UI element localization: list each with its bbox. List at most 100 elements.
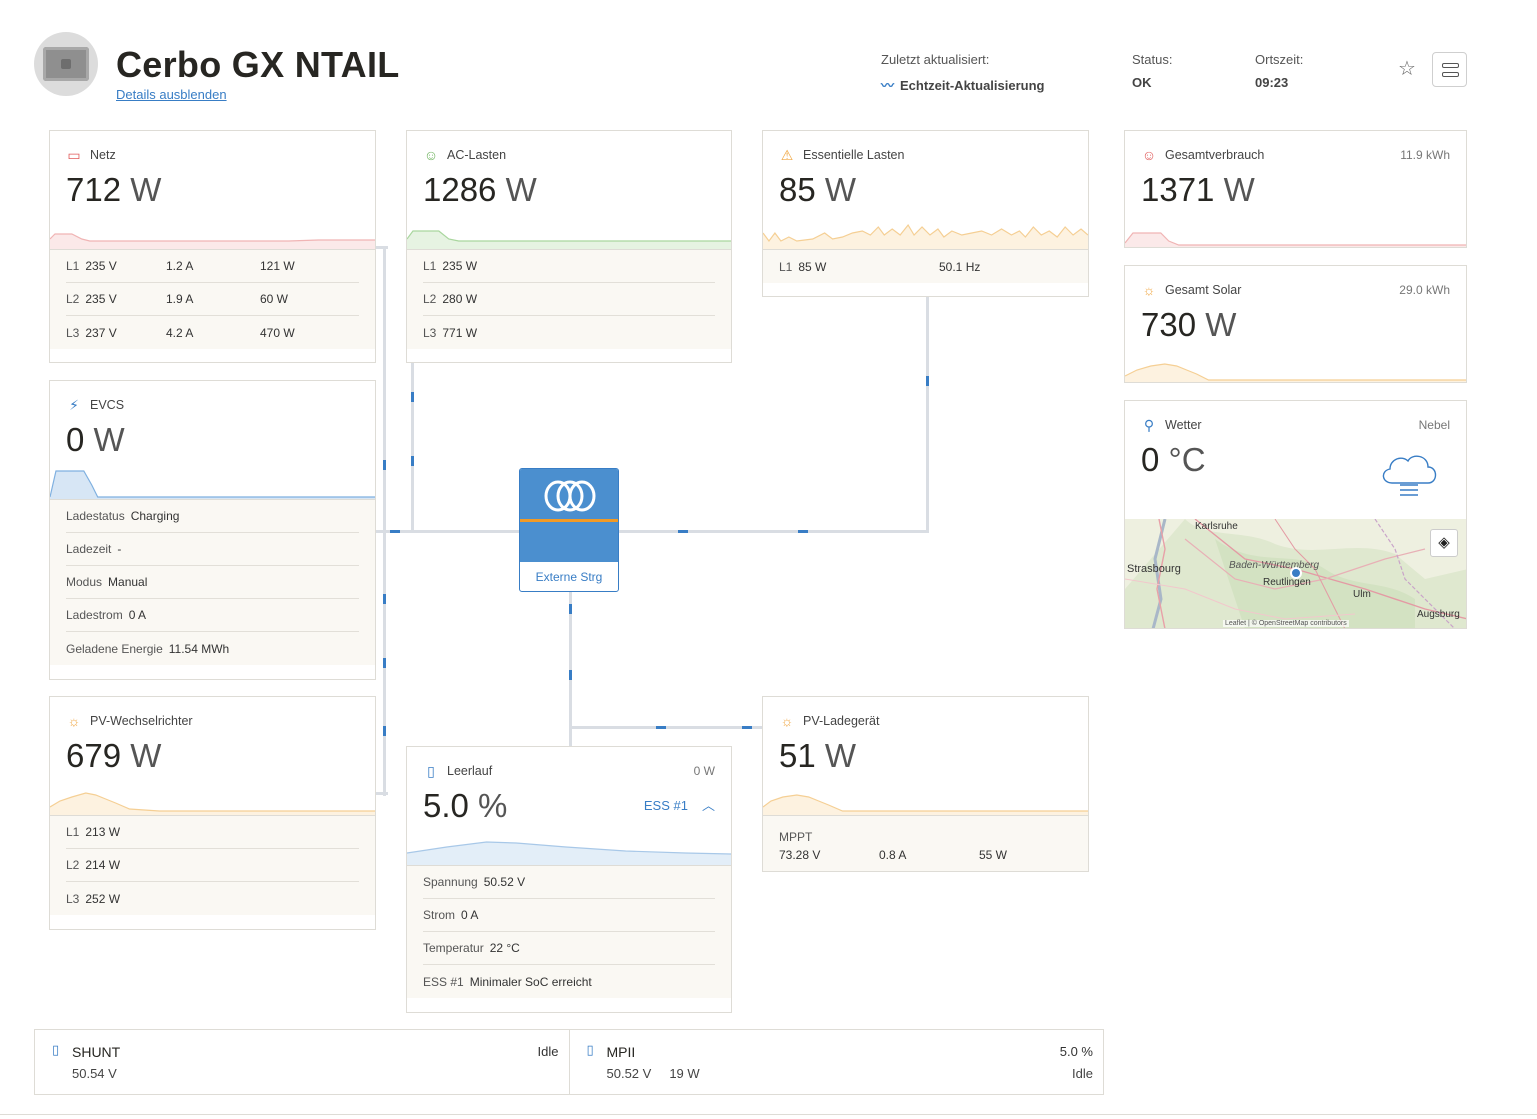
pv-inverter-title: PV-Wechselrichter: [90, 714, 193, 728]
mppt-label: MPPT: [779, 830, 813, 844]
ess-label: ESS #1: [643, 798, 688, 813]
evcs-power: 0 W: [66, 421, 125, 458]
footer-divider: [0, 1114, 1537, 1115]
ac-phase-row: L3 771 W: [423, 325, 478, 340]
evcs-info-row: Ladezeit -: [66, 533, 359, 566]
settings-menu-button[interactable]: [1432, 52, 1467, 87]
battery-info-row: Temperatur 22 °C: [423, 932, 715, 965]
battery-card[interactable]: ▯ Leerlauf 0 W 5.0 % ESS #1 ︿ Spannung 50.…: [406, 746, 732, 1013]
favorite-star-icon[interactable]: ☆: [1398, 58, 1416, 80]
device-summary-bar: ▯ SHUNT Idle 50.54 V ▯ MPII 5.0 % 50.52 …: [34, 1029, 1104, 1095]
evcs-sparkline: [50, 470, 375, 499]
battery-info-row: ESS #1 Minimaler SoC erreicht: [423, 974, 592, 989]
total-consumption-energy: 11.9 kWh: [1400, 148, 1450, 162]
map-attribution[interactable]: Leaflet | © OpenStreetMap contributors: [1223, 620, 1349, 627]
total-consumption-power: 1371 W: [1141, 171, 1255, 208]
total-solar-sparkline: [1125, 363, 1466, 382]
evcs-info-row: Geladene Energie 11.54 MWh: [66, 641, 230, 656]
menu-bar-icon: [1442, 63, 1459, 68]
weather-temperature: 0 °C: [1141, 441, 1206, 478]
mpii-state: Idle: [1072, 1066, 1093, 1081]
total-consumption-title: Gesamtverbrauch: [1165, 148, 1265, 162]
directions-icon[interactable]: ◈: [1430, 529, 1458, 557]
ac-phase-row: L2 280 W: [423, 283, 715, 316]
sun-icon: ☼: [1142, 282, 1156, 298]
essential-loads-card[interactable]: ⚠ Essentielle Lasten 85 W L1 85 W 50.1 Hz: [762, 130, 1089, 297]
battery-title: Leerlauf: [447, 764, 493, 778]
local-time: Ortszeit: 09:23: [1255, 52, 1303, 90]
connector-line: [619, 530, 929, 533]
location-marker[interactable]: [1290, 567, 1302, 579]
map-label-strasbourg: Strasbourg: [1127, 563, 1181, 575]
total-solar-power: 730 W: [1141, 306, 1237, 343]
battery-power: 0 W: [693, 764, 715, 778]
map-label-region: Baden-Württemberg: [1229, 560, 1320, 571]
inverter-block[interactable]: Externe Strg: [519, 468, 619, 592]
battery-icon: ▯: [586, 1042, 594, 1057]
flow-dot: [926, 376, 929, 386]
grid-phase-row: L3 237 V 4.2 A 470 W: [66, 325, 295, 340]
flow-dot: [656, 726, 666, 729]
ac-loads-sparkline: [407, 230, 731, 249]
pv-charger-title: PV-Ladegerät: [803, 714, 880, 728]
weather-map[interactable]: Karlsruhe Strasbourg Baden-Württemberg R…: [1125, 519, 1466, 628]
location-pin-icon: ⚲: [1143, 417, 1155, 433]
flow-dot: [383, 460, 386, 470]
ac-loads-card[interactable]: ☺ AC-Lasten 1286 W L1 235 W L2 280 W L3 771…: [406, 130, 732, 363]
warning-icon: ⚠: [780, 147, 794, 163]
pv-inverter-card[interactable]: ☼ PV-Wechselrichter 679 W L1 213 W L2 214 …: [49, 696, 376, 930]
last-updated-value: Echtzeit-Aktualisierung: [900, 78, 1045, 93]
grid-title: Netz: [90, 148, 116, 162]
shunt-summary[interactable]: ▯ SHUNT Idle 50.54 V: [35, 1030, 570, 1094]
connector-line: [569, 592, 572, 747]
hide-details-link[interactable]: Details ausblenden: [116, 87, 227, 102]
evcs-card[interactable]: ⚡ EVCS 0 W Ladestatus Charging Ladezeit - …: [49, 380, 376, 680]
menu-bar-icon: [1442, 72, 1459, 77]
last-updated-label: Zuletzt aktualisiert:: [881, 52, 990, 67]
battery-info-row: Strom 0 A: [423, 899, 715, 932]
flow-dot: [742, 726, 752, 729]
outlet-icon: ☺: [1141, 147, 1157, 163]
total-consumption-card[interactable]: ☺ Gesamtverbrauch 11.9 kWh 1371 W: [1124, 130, 1467, 248]
total-solar-card[interactable]: ☼ Gesamt Solar 29.0 kWh 730 W: [1124, 265, 1467, 383]
weather-card[interactable]: ⚲ Wetter Nebel 0 °C Karlsruhe Strasbourg…: [1124, 400, 1467, 629]
total-consumption-sparkline: [1125, 232, 1466, 247]
pv-phase-row: L3 252 W: [66, 891, 121, 906]
grid-sparkline: [50, 233, 375, 249]
fog-cloud-icon: [1382, 455, 1437, 496]
grid-phase-row: L1 235 V 1.2 A 121 W: [66, 250, 359, 283]
connector-line: [926, 297, 929, 533]
battery-soc: 5.0 %: [423, 787, 508, 824]
flow-dot: [411, 392, 414, 402]
cerbo-device-icon: [43, 47, 89, 81]
pv-charger-card[interactable]: ☼ PV-Ladegerät 51 W MPPT 73.28 V 0.8 A 5…: [762, 696, 1089, 872]
flow-dot: [569, 604, 572, 614]
pv-phase-row: L2 214 W: [66, 849, 359, 882]
local-time-label: Ortszeit:: [1255, 52, 1304, 67]
essential-power: 85 W: [779, 171, 857, 208]
flow-dot: [569, 670, 572, 680]
page-title: Cerbo GX NTAIL: [116, 44, 400, 85]
chevron-up-icon: ︿: [701, 798, 715, 813]
shunt-state: Idle: [537, 1044, 559, 1059]
grid-card[interactable]: ▭ Netz 712 W L1 235 V 1.2 A 121 W L2 235 V 1.…: [49, 130, 376, 363]
mppt-current: 0.8 A: [879, 848, 907, 862]
pv-charger-power: 51 W: [779, 737, 857, 774]
ev-charger-icon: ⚡: [69, 397, 79, 413]
weather-title: Wetter: [1165, 418, 1202, 432]
grid-phase-row: L2 235 V 1.9 A 60 W: [66, 283, 359, 316]
flow-dot: [678, 530, 688, 533]
realtime-wave-icon: 〰: [881, 78, 895, 93]
ac-phase-row: L1 235 W: [423, 250, 715, 283]
battery-sparkline: [407, 841, 731, 865]
essential-title: Essentielle Lasten: [803, 148, 905, 162]
total-solar-energy: 29.0 kWh: [1399, 283, 1450, 297]
mpii-summary[interactable]: ▯ MPII 5.0 % 50.52 V 19 W Idle: [570, 1030, 1104, 1094]
map-label-ulm: Ulm: [1353, 589, 1371, 600]
connector-line: [411, 362, 414, 532]
flow-dot: [411, 456, 414, 466]
external-control-button[interactable]: Externe Strg: [535, 570, 603, 584]
connector-line: [376, 530, 520, 533]
essential-phase-row: L1 85 W 50.1 Hz: [779, 259, 981, 274]
ess-toggle[interactable]: ESS #1 ︿: [644, 795, 715, 814]
